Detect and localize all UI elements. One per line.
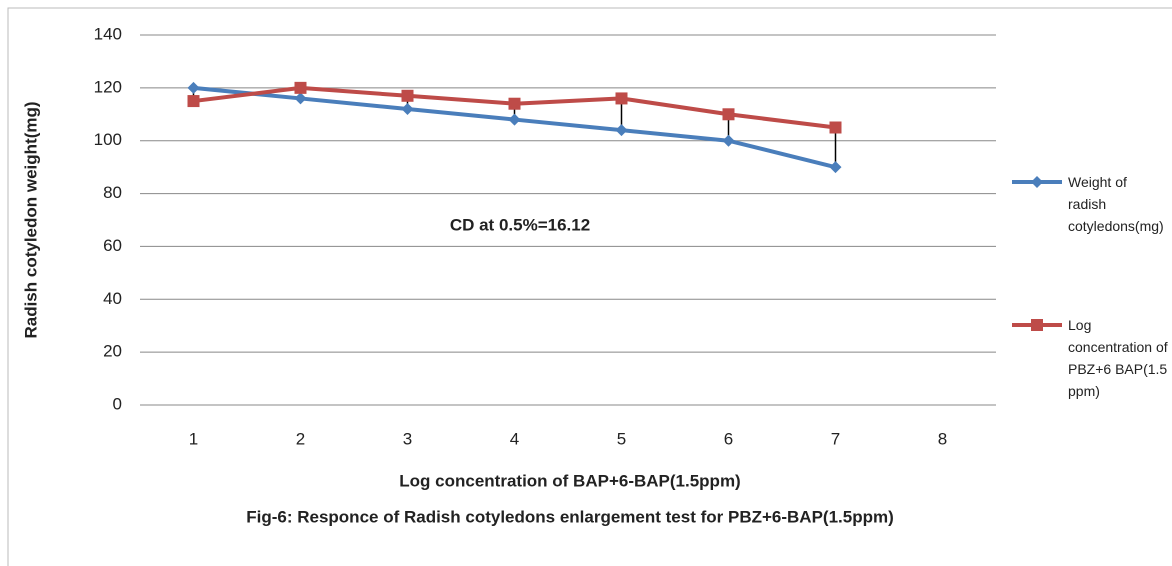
x-tick-label: 3 <box>403 429 412 448</box>
marker <box>829 161 842 174</box>
x-tick-label: 7 <box>831 429 840 448</box>
marker <box>722 134 735 147</box>
annotation: CD at 0.5%=16.12 <box>450 215 590 234</box>
x-tick-label: 5 <box>617 429 626 448</box>
marker <box>508 113 521 126</box>
y-tick-label: 0 <box>113 394 122 413</box>
y-tick-label: 20 <box>103 342 122 361</box>
marker <box>615 92 628 105</box>
marker <box>294 92 307 105</box>
marker <box>401 103 414 115</box>
legend-marker <box>1031 176 1043 188</box>
marker <box>722 108 735 121</box>
y-axis-label: Radish cotyledon weight(mg) <box>21 101 40 338</box>
y-tick-label: 80 <box>103 183 122 202</box>
y-tick-label: 60 <box>103 236 122 255</box>
marker <box>829 121 842 134</box>
legend-label: Weight of radish cotyledons(mg) <box>1068 174 1164 234</box>
y-tick-label: 140 <box>94 24 122 43</box>
frame <box>7 7 1172 566</box>
x-tick-label: 1 <box>189 429 198 448</box>
x-tick-label: 8 <box>938 429 947 448</box>
marker <box>187 81 200 94</box>
marker <box>187 95 200 108</box>
y-tick-label: 100 <box>94 130 122 149</box>
x-tick-label: 6 <box>724 429 733 448</box>
marker <box>294 81 307 94</box>
marker <box>615 124 628 137</box>
x-tick-label: 4 <box>510 429 519 448</box>
x-tick-label: 2 <box>296 429 305 448</box>
marker <box>508 97 521 110</box>
marker <box>401 89 414 102</box>
caption: Fig-6: Responce of Radish cotyledons enl… <box>246 507 894 526</box>
x-axis-label: Log concentration of BAP+6-BAP(1.5ppm) <box>399 471 740 490</box>
y-tick-label: 120 <box>94 77 122 96</box>
legend-marker <box>1031 319 1043 331</box>
y-tick-label: 40 <box>103 289 122 308</box>
legend-label: Log concentration of PBZ+6 BAP(1.5 ppm) <box>1068 317 1168 399</box>
